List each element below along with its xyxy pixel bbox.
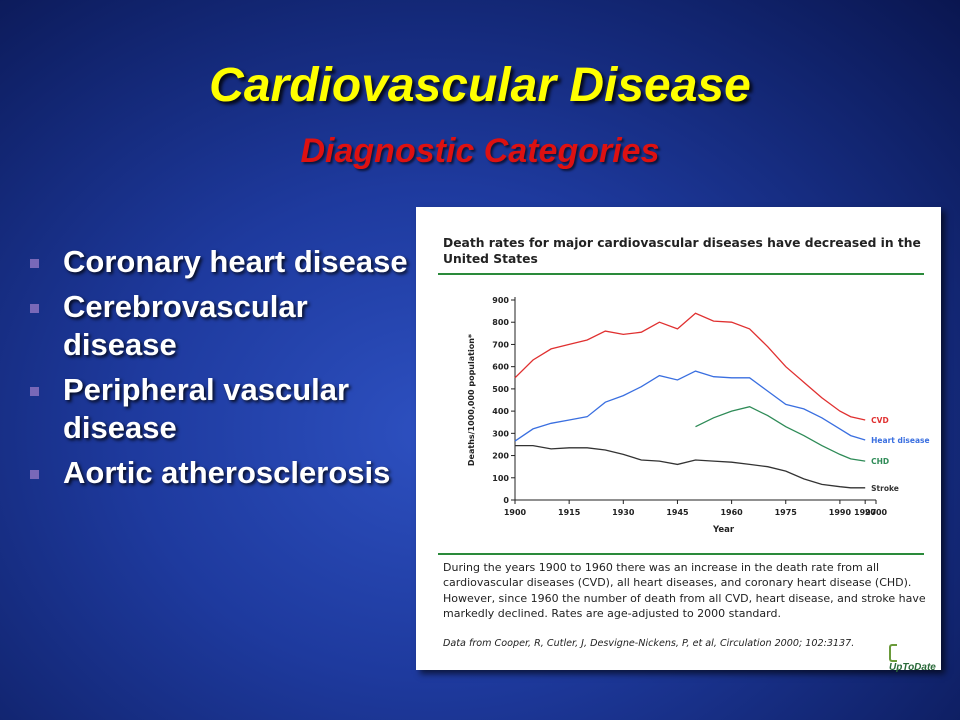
x-tick-label: 1975 — [775, 508, 798, 517]
series-label-chd: CHD — [871, 457, 889, 466]
bullet-item: Aortic atherosclerosis — [28, 454, 428, 492]
bullet-square-icon — [30, 470, 39, 479]
bullet-item: Coronary heart disease — [28, 243, 428, 281]
y-tick-label: 900 — [492, 296, 509, 305]
series-line-stroke — [515, 444, 866, 489]
bullet-square-icon — [30, 259, 39, 268]
line-chart: 0 100 200 300 400 500 600 700 800 900 1900 1915 193… — [467, 296, 930, 535]
y-tick-label: 700 — [492, 340, 509, 349]
y-tick-label: 0 — [503, 496, 509, 505]
bullet-text: Cerebrovascular disease — [63, 289, 308, 362]
slide-title: Cardiovascular Disease — [209, 59, 751, 112]
series-label-heart-disease: Heart disease — [871, 436, 929, 445]
slide-subtitle: Diagnostic Categories — [300, 132, 660, 170]
bullet-item: Cerebrovascular disease — [28, 288, 428, 364]
bullet-list: Coronary heart disease Cerebrovascular d… — [28, 243, 428, 499]
x-tick-label: 2000 — [865, 508, 888, 517]
bullet-item: Peripheral vascular disease — [28, 371, 428, 447]
y-tick-label: 500 — [492, 385, 509, 394]
x-tick-label: 1945 — [666, 508, 689, 517]
bullet-text: Coronary heart disease — [63, 244, 408, 279]
x-tick-label: 1915 — [558, 508, 581, 517]
uptodate-logo: UpToDate — [889, 644, 941, 673]
y-tick-label: 600 — [492, 363, 509, 372]
y-tick-label: 400 — [492, 407, 509, 416]
y-tick-label: 200 — [492, 452, 509, 461]
y-tick-label: 800 — [492, 318, 509, 327]
y-axis-label: Deaths/1000,000 population* — [467, 333, 476, 466]
logo-bracket-icon — [889, 644, 897, 662]
x-axis-label: Year — [712, 525, 735, 535]
bullet-text: Peripheral vascular disease — [63, 372, 350, 445]
x-tick-label: 1900 — [504, 508, 527, 517]
x-tick-label: 1990 — [829, 508, 852, 517]
chart-caption: During the years 1900 to 1960 there was … — [443, 561, 926, 621]
logo-text: UpToDate — [889, 662, 936, 673]
x-tick-label: 1997 — [854, 508, 876, 517]
x-tick-label: 1930 — [612, 508, 635, 517]
top-divider — [438, 273, 924, 275]
bullet-text: Aortic atherosclerosis — [63, 455, 391, 490]
bottom-divider — [438, 553, 924, 555]
series-line-cvd — [514, 312, 866, 421]
bullet-square-icon — [30, 387, 39, 396]
chart-title: Death rates for major cardiovascular dis… — [443, 236, 921, 266]
series-label-stroke: Stroke — [871, 484, 899, 493]
x-tick-label: 1960 — [720, 508, 743, 517]
chart-panel: Death rates for major cardiovascular dis… — [416, 207, 941, 673]
series-line-heart-disease — [514, 370, 866, 442]
series-label-cvd: CVD — [871, 416, 889, 425]
series-line-chd — [695, 406, 866, 462]
y-tick-label: 300 — [492, 429, 509, 438]
chart-source: Data from Cooper, R, Cutler, J, Desvigne… — [443, 638, 855, 649]
y-tick-label: 100 — [492, 474, 509, 483]
bullet-square-icon — [30, 304, 39, 313]
